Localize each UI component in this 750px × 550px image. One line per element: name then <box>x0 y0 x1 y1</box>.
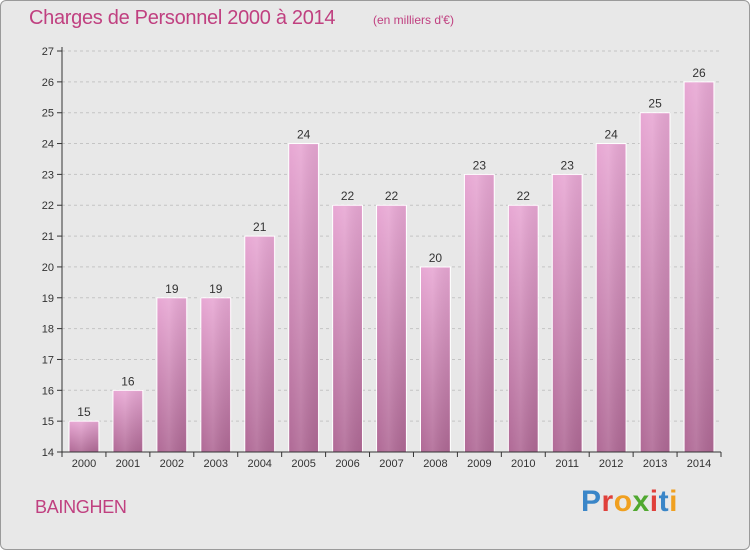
x-tick-label: 2005 <box>291 458 315 470</box>
data-label: 19 <box>209 282 223 296</box>
data-label: 26 <box>692 66 706 80</box>
data-label: 24 <box>297 128 311 142</box>
y-tick-label: 21 <box>42 231 54 243</box>
data-label: 25 <box>648 97 662 111</box>
logo-letter: P <box>581 485 602 518</box>
x-tick-label: 2014 <box>687 458 711 470</box>
data-label: 23 <box>561 158 575 172</box>
y-tick-label: 20 <box>42 262 54 274</box>
x-tick-label: 2010 <box>511 458 535 470</box>
bar-shine <box>465 175 494 452</box>
y-tick-label: 25 <box>42 108 54 120</box>
labels: 14 15 16 17 18 19 20 21 22 23 24 25 26 27 15 2000 16 2001… <box>42 46 712 470</box>
x-tick-label: 2011 <box>555 458 579 470</box>
x-tick-label: 2003 <box>204 458 228 470</box>
logo-letter: t <box>658 485 670 518</box>
y-tick-label: 19 <box>42 293 54 305</box>
y-tick-label: 15 <box>42 416 54 428</box>
x-tick-label: 2013 <box>643 458 667 470</box>
y-tick-label: 14 <box>42 447 54 459</box>
proxiti-logo: Proxiti <box>581 485 678 519</box>
logo-letter: o <box>613 485 633 518</box>
y-tick-label: 24 <box>42 139 54 151</box>
x-tick-label: 2009 <box>467 458 491 470</box>
data-label: 21 <box>253 220 267 234</box>
y-tick-label: 16 <box>42 385 54 397</box>
logo-letter: r <box>601 485 614 518</box>
data-label: 24 <box>604 128 618 142</box>
x-tick-label: 2012 <box>599 458 623 470</box>
logo-letter: x <box>632 485 650 518</box>
y-tick-label: 17 <box>42 354 54 366</box>
y-tick-label: 23 <box>42 169 54 181</box>
bar-shine <box>509 206 538 452</box>
data-label: 19 <box>165 282 179 296</box>
bar-shine <box>245 237 274 452</box>
x-tick-label: 2006 <box>335 458 359 470</box>
data-label: 15 <box>77 405 91 419</box>
bar-shine <box>377 206 406 452</box>
bar-shine <box>553 175 582 452</box>
x-tick-label: 2000 <box>72 458 96 470</box>
chart-subtitle: (en milliers d'€) <box>373 13 454 27</box>
axes <box>57 47 722 457</box>
y-tick-label: 27 <box>42 46 54 58</box>
bars <box>68 81 715 453</box>
bar-shine <box>157 298 186 452</box>
y-tick-label: 26 <box>42 77 54 89</box>
data-label: 23 <box>473 158 487 172</box>
bar-shine <box>113 391 142 452</box>
x-tick-label: 2004 <box>247 458 271 470</box>
data-label: 16 <box>121 374 135 388</box>
bar-shine <box>685 82 713 452</box>
chart-title: Charges de Personnel 2000 à 2014 <box>29 7 336 29</box>
bar-shine <box>70 422 98 452</box>
y-tick-label: 22 <box>42 200 54 212</box>
x-tick-label: 2007 <box>379 458 403 470</box>
data-label: 22 <box>341 189 355 203</box>
data-label: 20 <box>429 251 443 265</box>
x-tick-label: 2008 <box>423 458 447 470</box>
y-tick-label: 18 <box>42 324 54 336</box>
bar-shine <box>333 206 362 452</box>
bar-shine <box>597 144 626 453</box>
bar-shine <box>289 144 318 453</box>
location-name: BAINGHEN <box>35 497 127 517</box>
x-tick-label: 2001 <box>116 458 140 470</box>
bar-shine <box>641 113 670 452</box>
logo-letter: i <box>669 485 678 518</box>
data-label: 22 <box>517 189 531 203</box>
x-tick-label: 2002 <box>160 458 184 470</box>
bar-shine <box>421 267 450 452</box>
data-label: 22 <box>385 189 399 203</box>
logo-letter: i <box>649 485 659 518</box>
bar-shine <box>201 298 230 452</box>
